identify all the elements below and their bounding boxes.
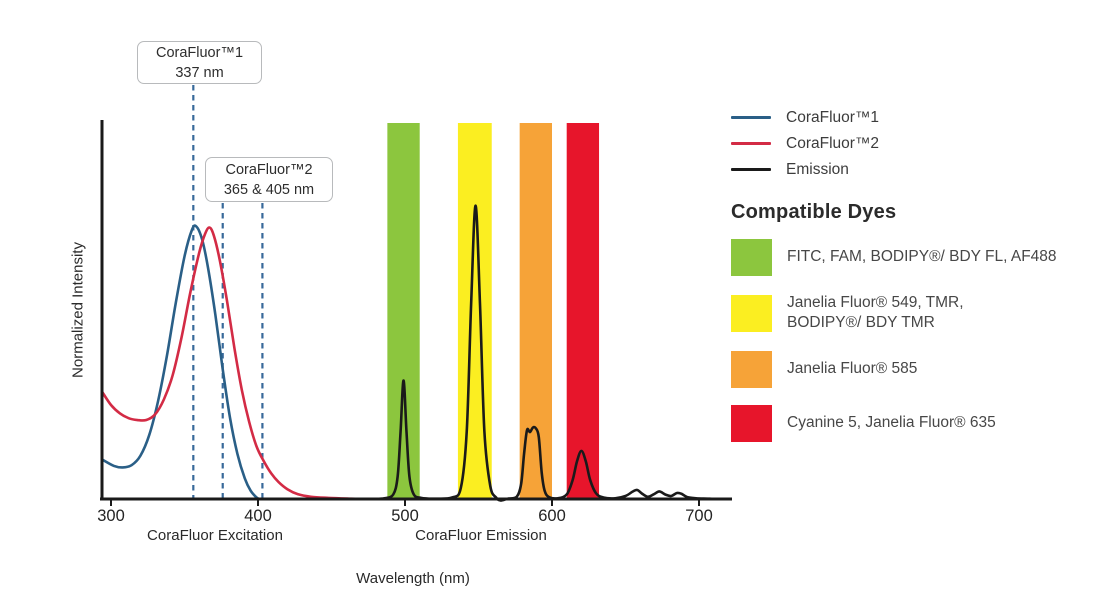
legend: CoraFluor™1 CoraFluor™2 Emission	[731, 106, 1103, 184]
dye-item-line: Janelia Fluor® 549, TMR,	[787, 294, 964, 311]
legend-line-swatch	[731, 168, 771, 171]
legend-item-corafluor2: CoraFluor™2	[731, 132, 1103, 155]
callout-corafluor2-wavelength: 365 & 405 nm	[223, 181, 315, 198]
filter-band-green	[387, 123, 420, 498]
series-curve-1	[100, 224, 261, 501]
legend-line-swatch	[731, 116, 771, 119]
legend-item-label: CoraFluor™2	[786, 134, 880, 152]
compatible-dyes-list: FITC, FAM, BODIPY®/ BDY FL, AF488 Janeli…	[731, 239, 1103, 442]
dye-item-yellow: Janelia Fluor® 549, TMR, BODIPY®/ BDY TM…	[731, 293, 1103, 334]
series-curve-2	[100, 226, 366, 501]
callout-corafluor2: CoraFluor™2 365 & 405 nm	[205, 157, 333, 202]
x-axis-label: Wavelength (nm)	[356, 570, 470, 587]
dye-item-label: Cyanine 5, Janelia Fluor® 635	[787, 413, 996, 433]
right-panel: CoraFluor™1 CoraFluor™2 Emission Compati…	[731, 106, 1103, 442]
dye-color-swatch	[731, 350, 772, 388]
y-axis-label: Normalized Intensity	[69, 242, 87, 378]
dye-item-line: BODIPY®/ BDY TMR	[787, 314, 935, 332]
dye-item-orange: Janelia Fluor® 585	[731, 350, 1103, 388]
x-tick-label: 400	[244, 507, 272, 525]
dye-item-label: FITC, FAM, BODIPY®/ BDY FL, AF488	[787, 247, 1057, 267]
callout-corafluor1-wavelength: 337 nm	[175, 64, 224, 81]
legend-item-corafluor1: CoraFluor™1	[731, 106, 1103, 129]
dye-item-line: FITC, FAM, BODIPY®/ BDY FL, AF488	[787, 248, 1057, 266]
dye-item-label: Janelia Fluor® 549, TMR, BODIPY®/ BDY TM…	[787, 293, 964, 334]
compatible-dyes-heading: Compatible Dyes	[731, 201, 897, 223]
legend-item-emission: Emission	[731, 158, 1103, 181]
dye-item-green: FITC, FAM, BODIPY®/ BDY FL, AF488	[731, 239, 1103, 276]
legend-item-label: CoraFluor™1	[786, 108, 880, 126]
x-axis-group-label-emission: CoraFluor Emission	[415, 527, 547, 544]
x-tick-label: 300	[97, 507, 125, 525]
dye-color-swatch	[731, 404, 772, 442]
x-tick-label: 700	[685, 507, 713, 525]
legend-item-label: Emission	[786, 160, 849, 178]
callout-corafluor1: CoraFluor™1 337 nm	[137, 41, 262, 84]
filter-band-red	[566, 123, 600, 498]
dye-item-red: Cyanine 5, Janelia Fluor® 635	[731, 404, 1103, 442]
filter-band-yellow	[457, 123, 492, 498]
dye-item-line: Cyanine 5, Janelia Fluor® 635	[787, 414, 996, 432]
callout-corafluor2-title: CoraFluor™2	[225, 161, 313, 178]
callout-corafluor1-title: CoraFluor™1	[155, 44, 244, 61]
dye-color-swatch	[731, 294, 772, 332]
chart-area: 300 400 500 600 700 CoraFluor™1 337 nm CoraF…	[69, 41, 732, 587]
dye-item-label: Janelia Fluor® 585	[787, 359, 917, 379]
dye-item-line: Janelia Fluor® 585	[787, 360, 918, 378]
legend-line-swatch	[731, 142, 771, 145]
x-axis-group-label-excitation: CoraFluor Excitation	[147, 527, 283, 544]
dye-color-swatch	[731, 239, 772, 276]
x-tick-label: 600	[538, 507, 566, 525]
x-tick-label: 500	[391, 507, 419, 525]
spectra-plot: 300 400 500 600 700	[97, 85, 732, 525]
